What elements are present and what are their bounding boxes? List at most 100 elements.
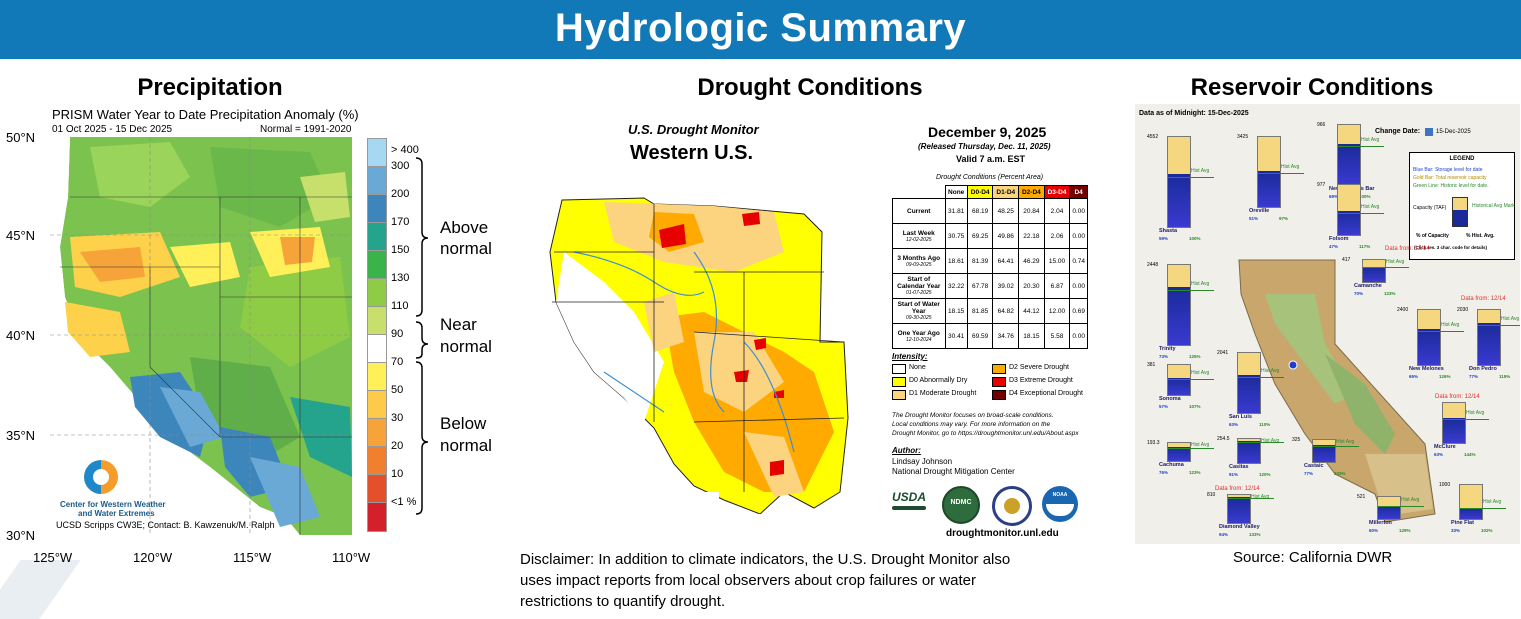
row-label-cell: Current [892,198,946,224]
intensity-label: D1 Moderate Drought [909,390,977,397]
precip-panel: PRISM Water Year to Date Precipitation A… [0,104,500,568]
reservoir-name[interactable]: New Melones [1409,366,1444,372]
table-row: 3 Months Ago 09-09-2025 18.61 81.39 64.41 46.… [892,248,1088,274]
reservoir-gauge[interactable]: Hist Avg 2041 San Luis 63% 110% [1217,350,1315,434]
ndmc-logo-text: NDMC [950,499,972,506]
table-header: D4 [1069,185,1088,199]
hist-avg-line [1478,325,1520,326]
pct-capacity: 94% [1219,532,1229,537]
calendar-icon[interactable] [1425,128,1433,136]
table-cell: 32.22 [944,273,968,299]
storage-bar [1168,447,1190,461]
hist-avg-label: Hist Avg [1261,438,1280,444]
hist-avg-label: Hist Avg [1466,410,1485,416]
data-from-note: Data from: 12/14 [1461,296,1506,302]
reservoir-name[interactable]: Oreville [1249,208,1270,214]
table-cell: 30.41 [944,323,968,349]
reservoir-name[interactable]: Cachuma [1159,462,1184,468]
table-header: D0-D4 [966,185,994,199]
precip-normal-period: Normal = 1991-2020 [260,124,352,135]
intensity-label: D4 Exceptional Drought [1009,390,1083,397]
legend-swatch [367,222,387,252]
bracket-label: normal [440,337,492,356]
bracket-label: Near [440,315,477,334]
reservoir-name[interactable]: McClure [1434,444,1456,450]
reservoir-gauge[interactable]: Hist Avg 3425 Oreville 51% 97% [1237,134,1335,228]
table-cell: 69.25 [966,223,994,249]
reservoir-name[interactable]: Folsom [1329,236,1349,242]
reservoir-name[interactable]: Millerton [1369,520,1392,526]
reservoir-gauge[interactable]: Hist Avg 325 Castaic 77% 103% [1292,437,1390,483]
pct-capacity: 91% [1229,472,1239,477]
lon-label: 115°W [233,550,272,565]
reservoir-name[interactable]: Shasta [1159,228,1178,234]
table-cell: 81.85 [966,298,994,324]
pct-hist-avg: 103% [1334,471,1346,476]
table-cell: 18.15 [1018,323,1045,349]
legend-brackets [415,157,429,515]
reservoir-name[interactable]: Diamond Valley [1219,524,1260,530]
reservoir-gauge[interactable]: Hist Avg 810 Diamond Valley 94% 133% [1207,492,1305,544]
pct-hist-avg: 144% [1464,452,1476,457]
pct-hist-avg: 125% [1189,354,1201,359]
legend-capacity: Capacity (TAF) [1413,205,1447,211]
storage-bar [1168,287,1190,345]
legend-gold: Gold Bar: Total reservoir capacity [1413,175,1487,181]
legend-swatch [367,474,387,504]
change-date-label: Change Date: [1375,128,1421,135]
pct-hist-avg: 126% [1439,374,1451,379]
pct-capacity: 33% [1451,528,1461,533]
reservoir-name[interactable]: Pine Flat [1451,520,1474,526]
reservoir-name[interactable]: San Luis [1229,414,1252,420]
table-row: One Year Ago 12-10-2024 30.41 69.59 34.76 18.… [892,323,1088,349]
pct-hist-avg: 100% [1189,236,1201,241]
reservoir-gauge[interactable]: Hist Avg 1000 Pine Flat 33% 102% [1439,482,1520,540]
reservoir-legend: LEGEND Blue Bar: Storage level for date … [1409,152,1515,260]
reservoir-gauge[interactable]: Hist Avg 254.5 Casitas 91% 120% [1217,436,1315,484]
table-row: Start of Water Year 09-30-2025 18.15 81.85 6… [892,298,1088,324]
capacity-bar [1377,496,1424,520]
reservoir-gauge[interactable]: Hist Avg McClure 63% 144% [1430,402,1520,464]
reservoir-name[interactable]: Don Pedro [1469,366,1497,372]
reservoir-name[interactable]: Casitas [1229,464,1249,470]
legend-label: 50 [391,384,404,396]
table-cell: 22.18 [1018,223,1045,249]
hist-avg-line [1313,446,1359,447]
hist-avg-line [1460,508,1506,509]
reservoir-gauge[interactable]: Hist Avg 2448 Trinity 73% 125% [1147,262,1245,366]
legend-swatch [367,306,387,336]
table-cell: 44.12 [1018,298,1045,324]
hist-avg-label: Hist Avg [1261,368,1280,374]
change-date-value[interactable]: 15-Dec-2025 [1436,129,1471,135]
storage-bar [1363,267,1385,282]
capacity-label: 381 [1147,362,1156,368]
reservoir-gauge[interactable]: Hist Avg 381 Sonoma 57% 107% [1147,362,1245,416]
hist-avg-label: Hist Avg [1281,164,1300,170]
reservoir-gauge[interactable]: Hist Avg 521 Millerton 60% 129% [1357,494,1455,540]
lon-label: 110°W [332,550,371,565]
reservoir-gauge[interactable]: Hist Avg 2400 New Melones 65% 126% [1397,307,1495,386]
pct-hist-avg: 133% [1249,532,1261,537]
reservoir-gauge[interactable]: Hist Avg 417 Camanche 70% 123% [1342,257,1440,303]
legend-label: <1 % [391,496,417,508]
intensity-label: D2 Severe Drought [1009,364,1069,371]
noaa-logo-text: NOAA [1052,492,1068,498]
table-cell: 34.76 [992,323,1020,349]
row-label-cell: One Year Ago 12-10-2024 [892,323,946,349]
table-cell: 39.02 [992,273,1020,299]
reservoir-name[interactable]: Sonoma [1159,396,1181,402]
table-cell: 6.87 [1043,273,1071,299]
lat-label: 45°N [6,228,36,243]
table-cell: 20.84 [1018,198,1045,224]
reservoir-gauge[interactable]: Hist Avg 4552 Shasta 59% 100% [1147,134,1245,248]
intensity-swatch [892,377,906,387]
reservoir-gauge[interactable]: Hist Avg 977 Folsom 47% 117% [1317,182,1415,256]
reservoir-name[interactable]: Trinity [1159,346,1176,352]
precip-map-title: PRISM Water Year to Date Precipitation A… [52,107,359,122]
table-cell: 48.25 [992,198,1020,224]
reservoir-name[interactable]: Camanche [1354,283,1382,289]
intensity-label: D3 Extreme Drought [1009,377,1073,384]
reservoir-name[interactable]: Castaic [1304,463,1324,469]
reservoir-gauge[interactable]: Hist Avg 193.3 Cachuma 76% 123% [1147,440,1245,482]
reservoir-gauge[interactable]: Hist Avg 2030 Don Pedro 77% 115% [1457,307,1520,386]
